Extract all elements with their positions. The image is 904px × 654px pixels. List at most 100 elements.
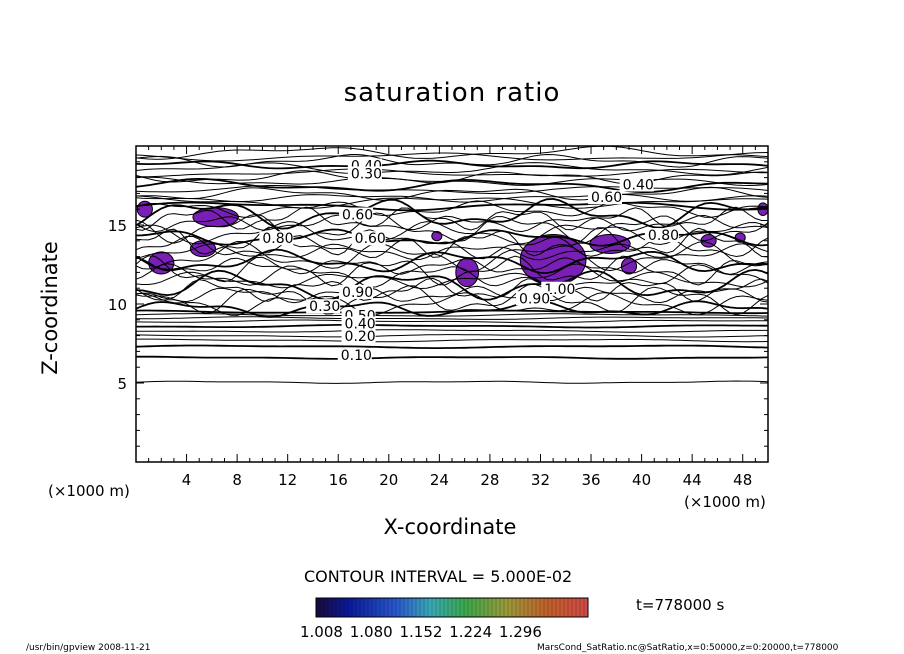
x-axis-unit: (×1000 m) [684,493,766,511]
contour-lines [135,145,769,384]
contour-line [135,162,769,176]
x-tick-label: 28 [480,471,499,489]
contour-line [135,283,769,316]
contour-label: 0.10 [341,348,372,364]
contour-label-bg [341,316,376,331]
colorbar [315,597,589,618]
contour-label-bg [339,284,374,299]
contour-label-bg [347,166,382,181]
contour-line [135,221,769,246]
colorbar-tick-labels: 1.008 1.080 1.152 1.224 1.296 [300,623,542,641]
contour-line [135,214,769,233]
contour-label: 0.30 [351,166,382,182]
contour-label: 0.60 [591,190,622,206]
contour-line [135,197,769,230]
x-tick-label: 12 [278,471,297,489]
contour-label-bg [588,190,623,205]
supersaturated-region [431,230,443,242]
contour-label-bg [306,299,341,314]
contour-line [135,185,769,194]
contour-interval-label: CONTOUR INTERVAL = 5.000E-02 [304,567,573,586]
contour-line [136,323,768,329]
y-tick-label: 15 [108,217,127,235]
contour-line [136,338,769,343]
contour-line [135,319,769,324]
cloud-gap [390,228,426,260]
colorbar-stripes [319,598,585,617]
contour-label-bg [341,329,376,344]
contour-line [136,316,769,320]
contour-line [135,170,769,185]
contour-line [135,195,769,209]
contour-line [135,285,769,304]
colorbar-tick: 1.296 [498,623,542,641]
contour-line [135,226,769,258]
contour-line [135,145,769,160]
contour-labels: 0.400.300.400.600.600.800.600.800.900.30… [259,158,679,364]
contour-label: 0.90 [342,285,373,301]
x-tick-label: 8 [232,471,242,489]
contour-label: 0.60 [342,208,373,224]
contour-label: 0.60 [355,231,386,247]
contour-line [135,334,769,338]
contour-label: 0.80 [648,228,679,244]
contour-label: 1.00 [544,282,575,298]
x-tick-label: 16 [329,471,348,489]
contour-label-bg [337,348,372,363]
footer-program: /usr/bin/gpview 2008-11-21 [26,643,151,653]
x-tick-label: 24 [430,471,449,489]
plot-frame [135,145,769,463]
contour-label: 0.40 [345,317,376,333]
contour-label-bg [259,231,294,246]
contour-line [135,344,769,349]
y-tick-label: 10 [108,296,127,314]
contour-line [135,201,769,212]
contour-label: 0.20 [345,329,376,345]
colorbar-tick: 1.080 [349,623,393,641]
colorbar-tick: 1.008 [300,623,343,641]
contour-line [135,206,768,231]
y-axis-label: Z-coordinate [38,241,62,375]
plot-frame-rect [135,145,769,463]
contour-label-bg [644,228,679,243]
contour-label: 0.90 [519,291,550,307]
contour-line [135,263,769,288]
contour-label-bg [351,231,386,246]
contour-line [135,152,769,162]
supersaturated-region [620,257,638,275]
contour-label: 0.40 [623,178,654,194]
contour-line [135,355,769,360]
colorbar-tick: 1.224 [449,623,493,641]
contour-line [135,292,769,316]
contour-line [135,240,769,273]
contour-label-bg [339,207,374,222]
x-tick-label: 40 [632,471,651,489]
contour-line [135,299,769,318]
y-axis-unit: (×1000 m) [48,482,130,500]
y-tick-label: 5 [117,375,127,393]
contour-label: 0.80 [262,231,293,247]
contour-line [135,255,769,287]
contour-label-bg [619,177,654,192]
x-tick-label: 48 [733,471,752,489]
footer-source: MarsCond_SatRatio.nc@SatRatio,x=0:50000,… [537,643,839,653]
x-axis-label-wrap: X-coordinate [0,515,904,539]
x-tick-label: 36 [581,471,600,489]
contour-line [135,271,769,290]
colorbar-tick: 1.152 [399,623,443,641]
x-axis-label: X-coordinate [383,515,517,539]
time-label: t=778000 s [636,596,725,614]
contour-line [135,193,769,203]
contour-line [135,380,769,384]
contour-line [135,248,769,275]
contour-line [136,329,768,333]
x-tick-label: 20 [379,471,398,489]
chart-title: saturation ratio [343,78,561,108]
x-tick-label: 32 [531,471,550,489]
contour-line [135,177,769,193]
x-tick-label: 44 [683,471,702,489]
x-tick-label: 4 [182,471,192,489]
contour-line [135,243,769,261]
